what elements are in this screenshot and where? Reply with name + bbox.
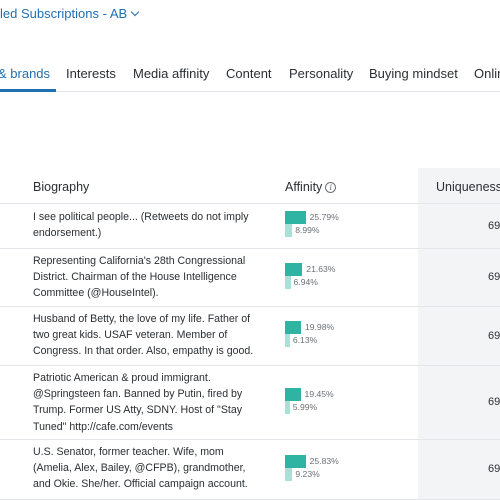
biography-text: U.S. Senator, former teacher. Wife, mom … (33, 446, 248, 491)
affinity-value-secondary: 8.99% (295, 225, 320, 235)
column-header-affinity[interactable]: Affinity i (285, 180, 337, 194)
affinity-bar-primary (285, 321, 301, 334)
column-header-biography[interactable]: Biography (33, 180, 90, 194)
category-tabs: & brands Interests Media affinity Conten… (0, 56, 500, 92)
audience-selector[interactable]: led Subscriptions - AB (0, 6, 140, 21)
affinity-bars: 25.83% 9.23% (285, 455, 385, 481)
affinity-bars: 21.63% 6.94% (285, 263, 385, 289)
table-row[interactable]: Husband of Betty, the love of my life. F… (0, 307, 500, 366)
biography-text: Patriotic American & proud immigrant. @S… (33, 372, 243, 433)
affinity-bar-primary (285, 211, 306, 224)
affinity-value-primary: 19.45% (304, 389, 334, 399)
affinity-bars: 25.79% 8.99% (285, 211, 385, 237)
uniqueness-value: 69 (488, 271, 500, 283)
biography-text: I see political people... (Retweets do n… (33, 211, 249, 240)
tab-interests[interactable]: Interests (66, 66, 116, 81)
affinity-bar-secondary (285, 276, 291, 289)
affinity-value-primary: 25.79% (309, 212, 339, 222)
affinity-value-secondary: 5.99% (292, 402, 318, 412)
affinity-value-secondary: 9.23% (295, 469, 320, 479)
table-row[interactable]: Patriotic American & proud immigrant. @S… (0, 366, 500, 440)
chevron-down-icon[interactable] (130, 7, 140, 17)
uniqueness-value: 69 (488, 463, 500, 475)
affinity-bar-secondary (285, 334, 290, 347)
affinity-bar-primary (285, 388, 301, 401)
table-row[interactable]: Representing California's 28th Congressi… (0, 249, 500, 307)
tab-personality[interactable]: Personality (289, 66, 354, 81)
biography-text: Representing California's 28th Congressi… (33, 255, 246, 300)
affinity-label: Affinity (285, 180, 323, 194)
table-row[interactable]: I see political people... (Retweets do n… (0, 204, 500, 249)
tab-online[interactable]: Onlin (474, 66, 500, 81)
tab-media-affinity[interactable]: Media affinity (133, 66, 210, 81)
biography-text: Husband of Betty, the love of my life. F… (33, 313, 254, 358)
affinity-bars: 19.45% 5.99% (285, 388, 385, 414)
tab-brands[interactable]: & brands (0, 66, 51, 81)
uniqueness-column-highlight (418, 168, 500, 500)
column-header-uniqueness[interactable]: Uniqueness (436, 180, 500, 194)
audience-title: led Subscriptions - AB (0, 6, 128, 21)
info-icon[interactable]: i (325, 182, 337, 193)
affinity-bar-primary (285, 455, 306, 468)
affinity-value-primary: 21.63% (306, 264, 336, 274)
affinity-bar-primary (285, 263, 303, 276)
affinity-value-primary: 19.98% (304, 322, 335, 332)
affinity-value-primary: 25.83% (309, 456, 339, 466)
uniqueness-value: 69 (488, 330, 500, 342)
affinity-value-secondary: 6.94% (293, 277, 318, 287)
page-header: led Subscriptions - AB (0, 0, 500, 30)
affinity-bar-secondary (285, 224, 293, 237)
active-tab-indicator (0, 89, 56, 92)
affinity-bar-secondary (285, 401, 290, 414)
uniqueness-value: 69 (488, 396, 500, 408)
table-row[interactable]: U.S. Senator, former teacher. Wife, mom … (0, 440, 500, 500)
tab-buying-mindset[interactable]: Buying mindset (369, 66, 458, 81)
affinity-value-secondary: 6.13% (292, 335, 318, 345)
uniqueness-value: 69 (488, 220, 500, 232)
affinity-bar-secondary (285, 468, 293, 481)
tab-content[interactable]: Content (226, 66, 272, 81)
affinity-bars: 19.98% 6.13% (285, 321, 385, 347)
table-header: Biography Affinity i Uniqueness (0, 168, 500, 204)
